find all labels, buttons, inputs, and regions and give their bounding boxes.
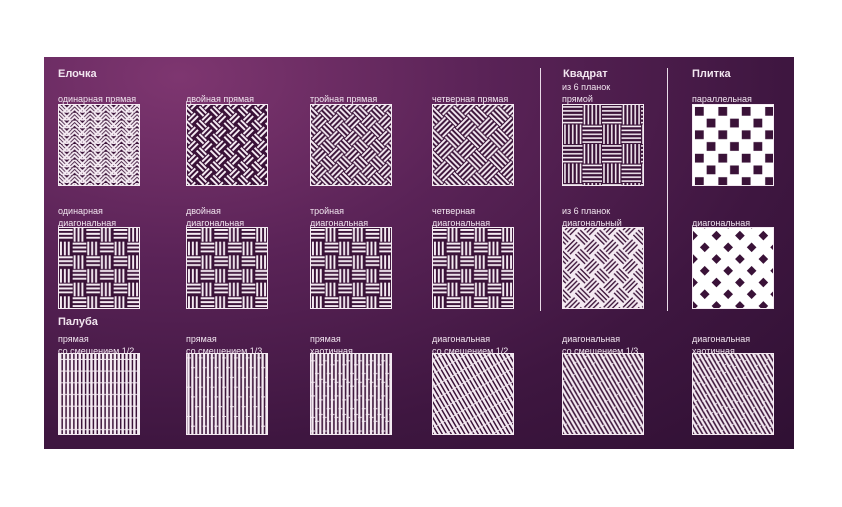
- divider: [540, 68, 541, 311]
- pattern-swatch-tile-diagonal: [692, 227, 774, 309]
- pattern-swatch-herringbone-triple: [310, 104, 392, 186]
- pattern-label: тройная прямая: [310, 94, 378, 104]
- pattern-label: диагональная хаотичная: [692, 334, 751, 356]
- section-title-deck: Палуба: [58, 316, 98, 328]
- pattern-swatch-deck-diag-half: [432, 353, 514, 435]
- pattern-swatch-herringbone-quad: [432, 104, 514, 186]
- pattern-swatch-deck-straight-chaotic: [310, 353, 392, 435]
- pattern-label: параллельная: [692, 94, 752, 104]
- pattern-swatch-herringbone-diag-quad: [432, 227, 514, 309]
- pattern-label: четверная прямая: [432, 94, 509, 104]
- pattern-label: из 6 планок прямой: [562, 82, 611, 104]
- pattern-swatch-herringbone-double: [186, 104, 268, 186]
- pattern-label: диагональная со смещением 1/3: [562, 334, 639, 356]
- pattern-swatch-tile-parallel: [692, 104, 774, 186]
- pattern-swatch-herringbone-diag-triple: [310, 227, 392, 309]
- pattern-swatch-herringbone-diag-single: [58, 227, 140, 309]
- pattern-label: одинарная диагональная: [58, 206, 117, 228]
- pattern-swatch-deck-diag-chaotic: [692, 353, 774, 435]
- pattern-label: четверная диагональная: [432, 206, 491, 228]
- section-title-tile: Плитка: [692, 68, 731, 80]
- pattern-label: одинарная прямая: [58, 94, 137, 104]
- section-title-square: Квадрат: [563, 68, 608, 80]
- divider: [667, 68, 668, 311]
- pattern-label: диагональная: [692, 218, 751, 228]
- pattern-swatch-deck-straight-third: [186, 353, 268, 435]
- pattern-label: диагональная со смещением 1/2: [432, 334, 509, 356]
- pattern-label: прямая со смещением 1/2: [58, 334, 135, 356]
- pattern-label: из 6 планок диагональный: [562, 206, 622, 228]
- pattern-label: тройная диагональная: [310, 206, 369, 228]
- pattern-label: двойная прямая: [186, 94, 255, 104]
- pattern-swatch-deck-diag-third: [562, 353, 644, 435]
- pattern-label: прямая хаотичная: [310, 334, 353, 356]
- pattern-swatch-deck-straight-half: [58, 353, 140, 435]
- parquet-patterns-board: Елочка Квадрат Плитка Палуба одинарная п…: [44, 57, 794, 449]
- pattern-label: прямая со смещением 1/3: [186, 334, 263, 356]
- pattern-swatch-herringbone-diag-double: [186, 227, 268, 309]
- pattern-swatch-square-straight: [562, 104, 644, 186]
- pattern-swatch-square-diagonal: [562, 227, 644, 309]
- section-title-herringbone: Елочка: [58, 68, 97, 80]
- pattern-label: двойная диагональная: [186, 206, 245, 228]
- pattern-swatch-herringbone-single: [58, 104, 140, 186]
